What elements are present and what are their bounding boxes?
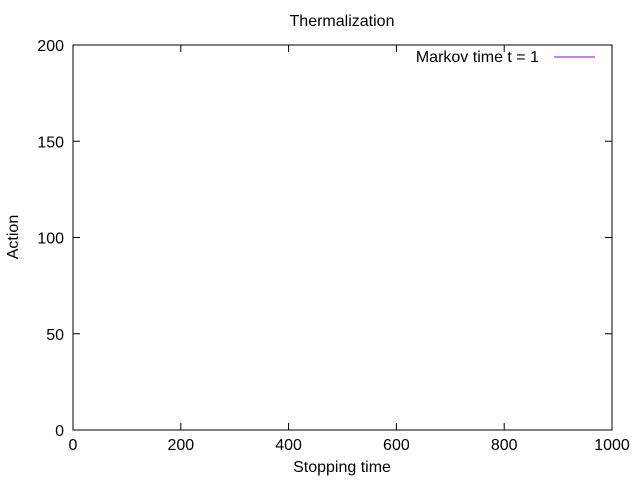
y-axis-label: Action — [5, 215, 22, 259]
axis-ticks: 0 200 400 600 800 1000 0 50 100 150 200 — [37, 38, 630, 454]
chart-title: Thermalization — [290, 13, 395, 30]
y-tick-label: 0 — [55, 423, 64, 440]
x-tick-label: 400 — [275, 437, 302, 454]
plot-border — [72, 44, 613, 431]
x-tick-label: 1000 — [594, 437, 630, 454]
x-tick-label: 800 — [491, 437, 518, 454]
y-tick-label: 50 — [46, 327, 64, 344]
y-tick-label: 150 — [37, 134, 64, 151]
x-axis-label: Stopping time — [293, 459, 391, 476]
y-tick-label: 100 — [37, 231, 64, 248]
plot-frame — [72, 44, 613, 431]
x-tick-label: 0 — [69, 437, 78, 454]
legend-label: Markov time t = 1 — [416, 49, 539, 66]
y-tick-label: 200 — [37, 38, 64, 55]
x-tick-label: 600 — [383, 437, 410, 454]
legend: Markov time t = 1 — [416, 49, 595, 66]
x-tick-label: 200 — [167, 437, 194, 454]
